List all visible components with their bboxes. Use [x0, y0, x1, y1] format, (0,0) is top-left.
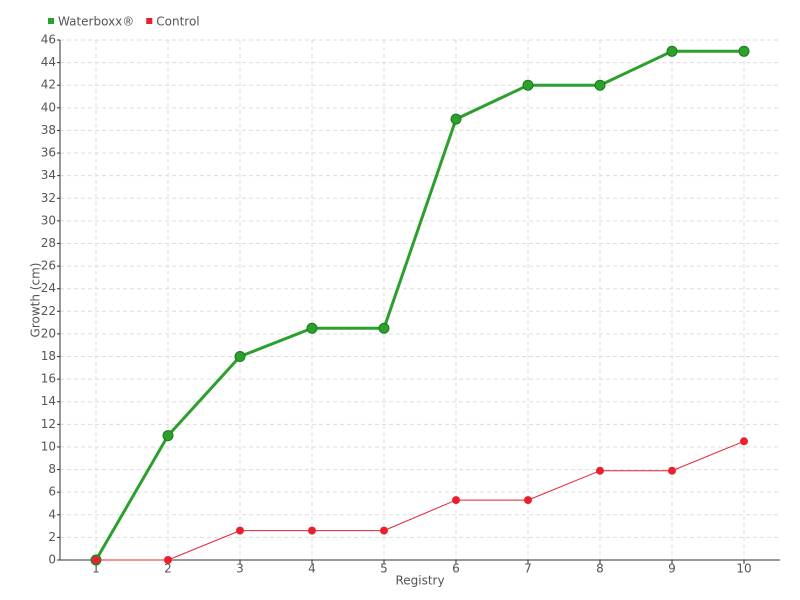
x-tick-label: 2 [164, 562, 172, 576]
point [450, 113, 462, 125]
y-tick-label: 20 [41, 326, 56, 340]
x-tick-label: 7 [524, 562, 532, 576]
legend-swatch [146, 18, 153, 24]
y-tick-label: 14 [41, 394, 56, 408]
point [666, 45, 678, 57]
point [594, 79, 606, 91]
y-tick-label: 34 [41, 168, 56, 182]
y-tick-label: 32 [41, 191, 56, 205]
y-tick-label: 40 [41, 100, 56, 114]
y-tick-label: 4 [48, 507, 56, 521]
y-tick-label: 16 [41, 372, 56, 386]
y-tick-label: 22 [41, 304, 56, 318]
point [738, 45, 750, 57]
y-tick-label: 36 [41, 146, 56, 160]
point [308, 526, 316, 535]
legend-swatch [48, 18, 54, 24]
point [668, 466, 676, 475]
y-tick-label: 18 [41, 349, 56, 363]
y-tick-label: 30 [41, 213, 56, 227]
y-tick-label: 28 [41, 236, 56, 250]
point [306, 322, 318, 334]
point [162, 430, 174, 442]
point [740, 437, 748, 446]
point [452, 496, 460, 505]
y-tick-label: 38 [41, 123, 56, 137]
x-tick-label: 5 [380, 562, 388, 576]
point [164, 556, 172, 564]
x-tick-label: 8 [596, 562, 604, 576]
point [378, 322, 390, 334]
y-tick-label: 46 [41, 33, 56, 47]
x-tick-label: 1 [92, 562, 100, 576]
point [234, 351, 246, 363]
y-tick-label: 26 [41, 259, 56, 273]
y-tick-label: 10 [41, 439, 56, 453]
y-axis-label: Growth (cm) [29, 263, 43, 338]
legend-label: Control [156, 15, 199, 29]
y-tick-label: 6 [48, 485, 56, 499]
legend-label: Waterboxx® [58, 15, 134, 29]
y-tick-label: 24 [41, 281, 56, 295]
point [92, 556, 100, 564]
y-tick-label: 42 [41, 78, 56, 92]
line [94, 49, 744, 561]
x-axis-label: Registry [395, 574, 444, 588]
x-tick-label: 4 [308, 562, 316, 576]
x-tick-label: 10 [736, 562, 751, 576]
x-tick-label: 3 [236, 562, 244, 576]
y-tick-label: 12 [41, 417, 56, 431]
point [522, 79, 534, 91]
y-tick-label: 2 [48, 530, 56, 544]
point [596, 466, 604, 475]
y-tick-label: 0 [48, 553, 56, 567]
line [96, 440, 745, 561]
point [524, 496, 532, 505]
x-tick-label: 6 [452, 562, 460, 576]
x-tick-label: 9 [668, 562, 676, 576]
point [380, 526, 388, 535]
y-tick-label: 44 [41, 55, 56, 69]
point [236, 526, 244, 535]
y-tick-label: 8 [48, 462, 56, 476]
